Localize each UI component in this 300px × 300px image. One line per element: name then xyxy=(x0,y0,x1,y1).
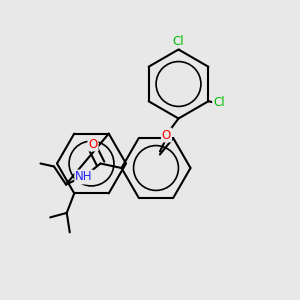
Text: Cl: Cl xyxy=(173,34,184,48)
Text: O: O xyxy=(88,137,98,151)
Text: NH: NH xyxy=(75,170,93,184)
Text: O: O xyxy=(162,128,171,142)
Text: Cl: Cl xyxy=(213,96,225,109)
